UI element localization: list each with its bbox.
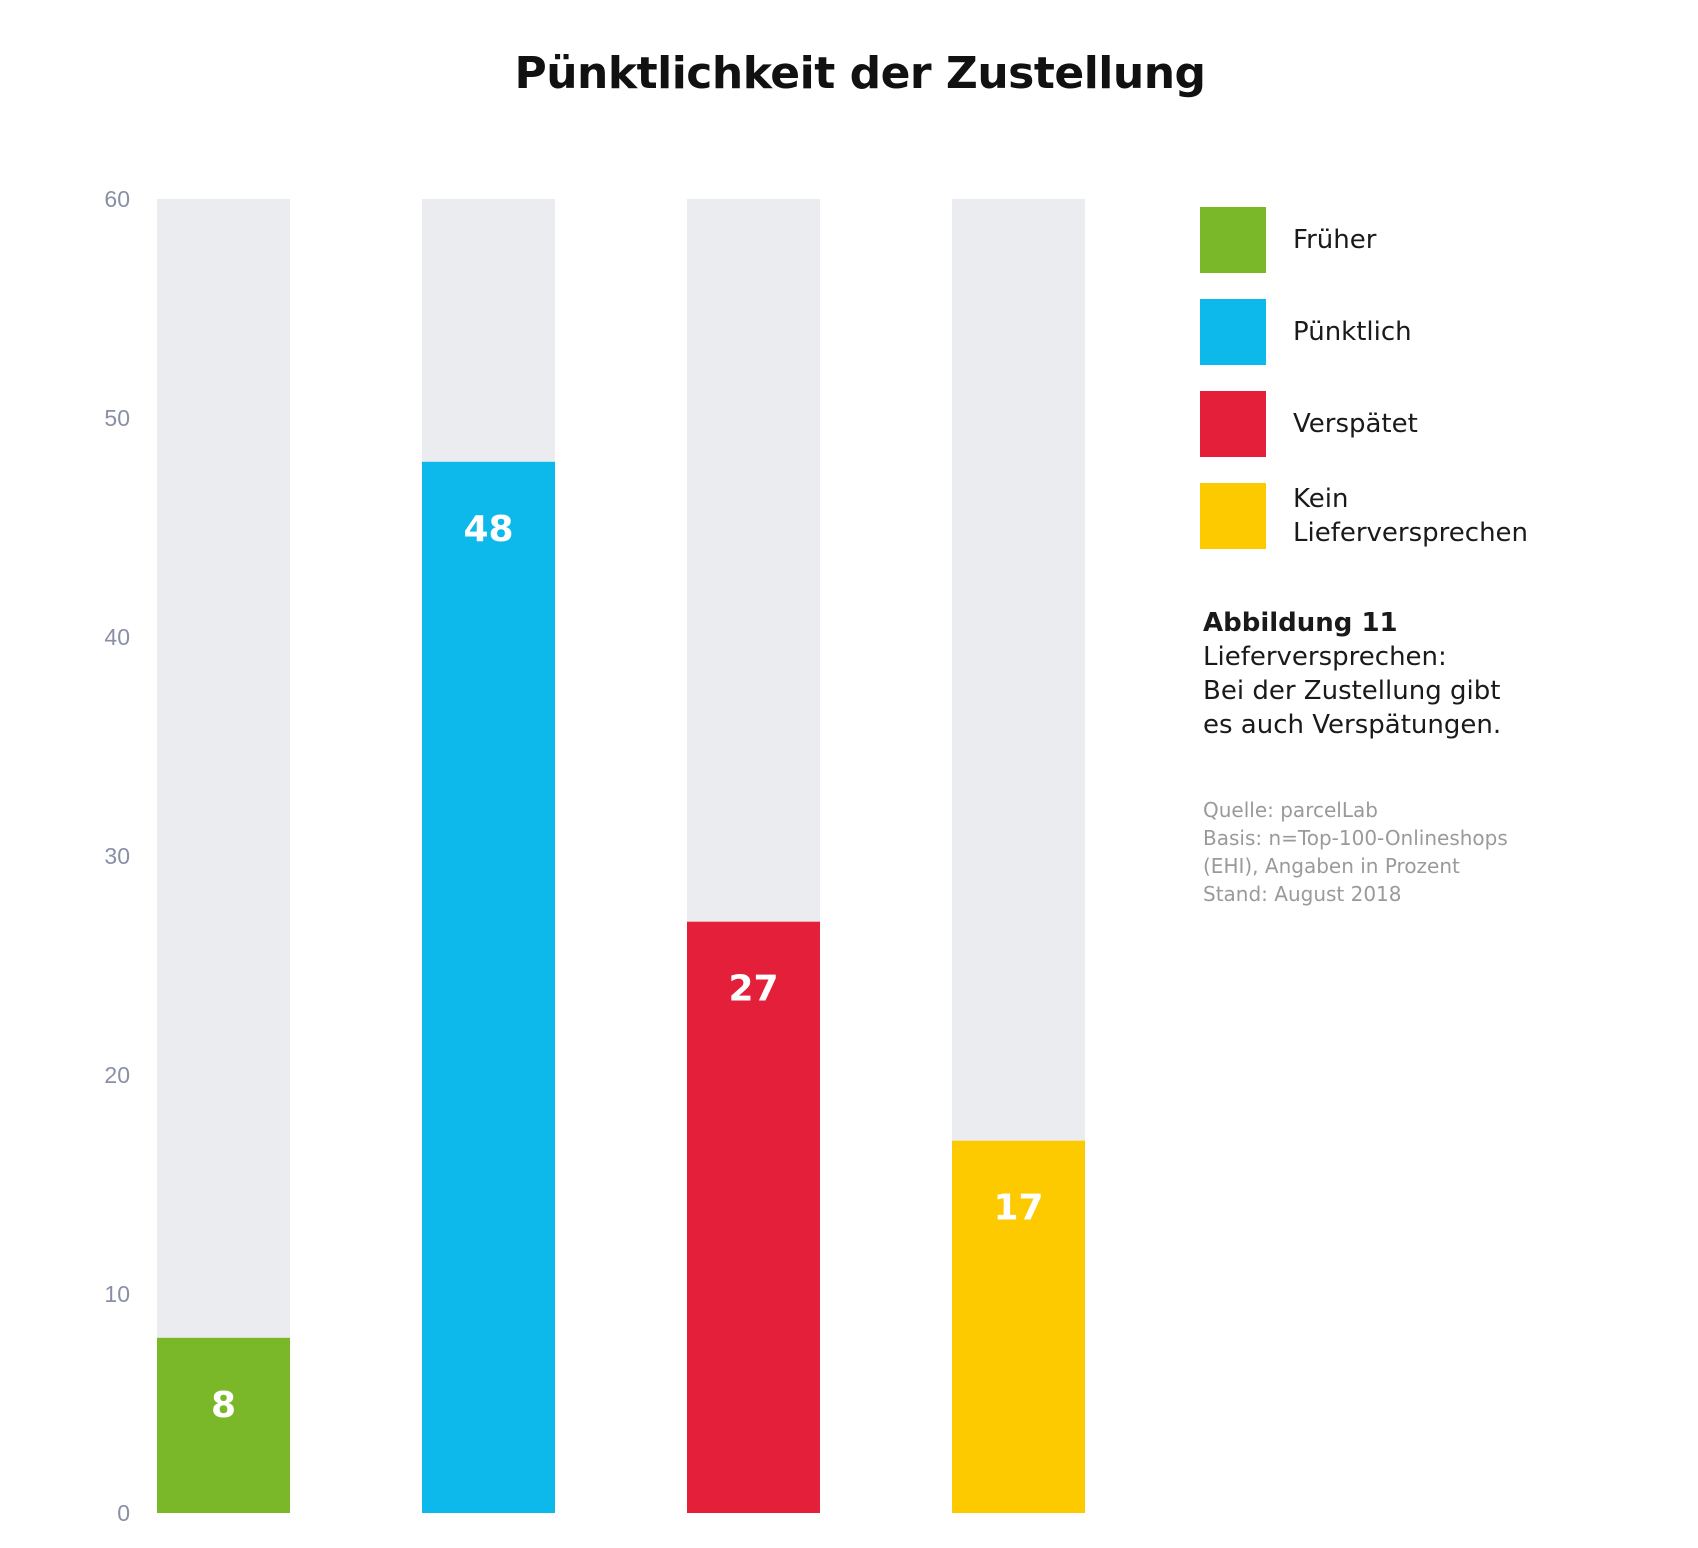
bar-value-label: 17 [993, 1188, 1043, 1229]
y-tick-label: 30 [104, 843, 130, 869]
bar-chart: 0 10 20 30 40 50 60 8 48 27 17 [104, 186, 1085, 1526]
legend-item-frueher: Früher [1200, 207, 1660, 273]
caption-heading: Abbildung 11 [1203, 608, 1398, 638]
legend-label: Pünktlich [1293, 317, 1412, 347]
bars: 8 48 27 17 [157, 199, 1085, 1513]
legend-label: Verspätet [1293, 409, 1418, 439]
bar-value-label: 8 [211, 1385, 236, 1426]
chart-title: Pünktlichkeit der Zustellung [514, 48, 1206, 99]
y-axis: 0 10 20 30 40 50 60 [104, 186, 130, 1526]
y-tick-label: 40 [104, 624, 130, 650]
bar [157, 1337, 290, 1513]
legend-swatch [1200, 483, 1266, 549]
legend-item-verspaetet: Verspätet [1200, 391, 1660, 457]
legend-swatch [1200, 299, 1266, 365]
y-tick-label: 50 [104, 405, 130, 431]
figure-caption: Abbildung 11 Lieferversprechen: Bei der … [1203, 606, 1663, 742]
caption-text: Lieferversprechen: Bei der Zustellung gi… [1203, 642, 1502, 740]
y-tick-label: 20 [104, 1062, 130, 1088]
y-tick-label: 0 [117, 1500, 130, 1526]
bar [952, 1140, 1085, 1513]
bar-value-label: 27 [728, 969, 778, 1010]
legend-swatch [1200, 391, 1266, 457]
legend-swatch [1200, 207, 1266, 273]
bar-track [157, 199, 290, 1513]
source-note: Quelle: parcelLab Basis: n=Top-100-Onlin… [1203, 798, 1508, 906]
legend-label: Kein Lieferversprechen [1293, 484, 1529, 548]
y-tick-label: 60 [104, 186, 130, 212]
legend-item-kein-lieferversprechen: Kein Lieferversprechen [1200, 483, 1660, 549]
legend-label: Früher [1293, 225, 1377, 255]
legend-item-puenktlich: Pünktlich [1200, 299, 1660, 365]
y-tick-label: 10 [104, 1281, 130, 1307]
bar [687, 921, 820, 1513]
bar [422, 461, 555, 1513]
bar-value-label: 48 [463, 509, 513, 550]
legend: Früher Pünktlich Verspätet Kein Lieferve… [1200, 207, 1660, 575]
